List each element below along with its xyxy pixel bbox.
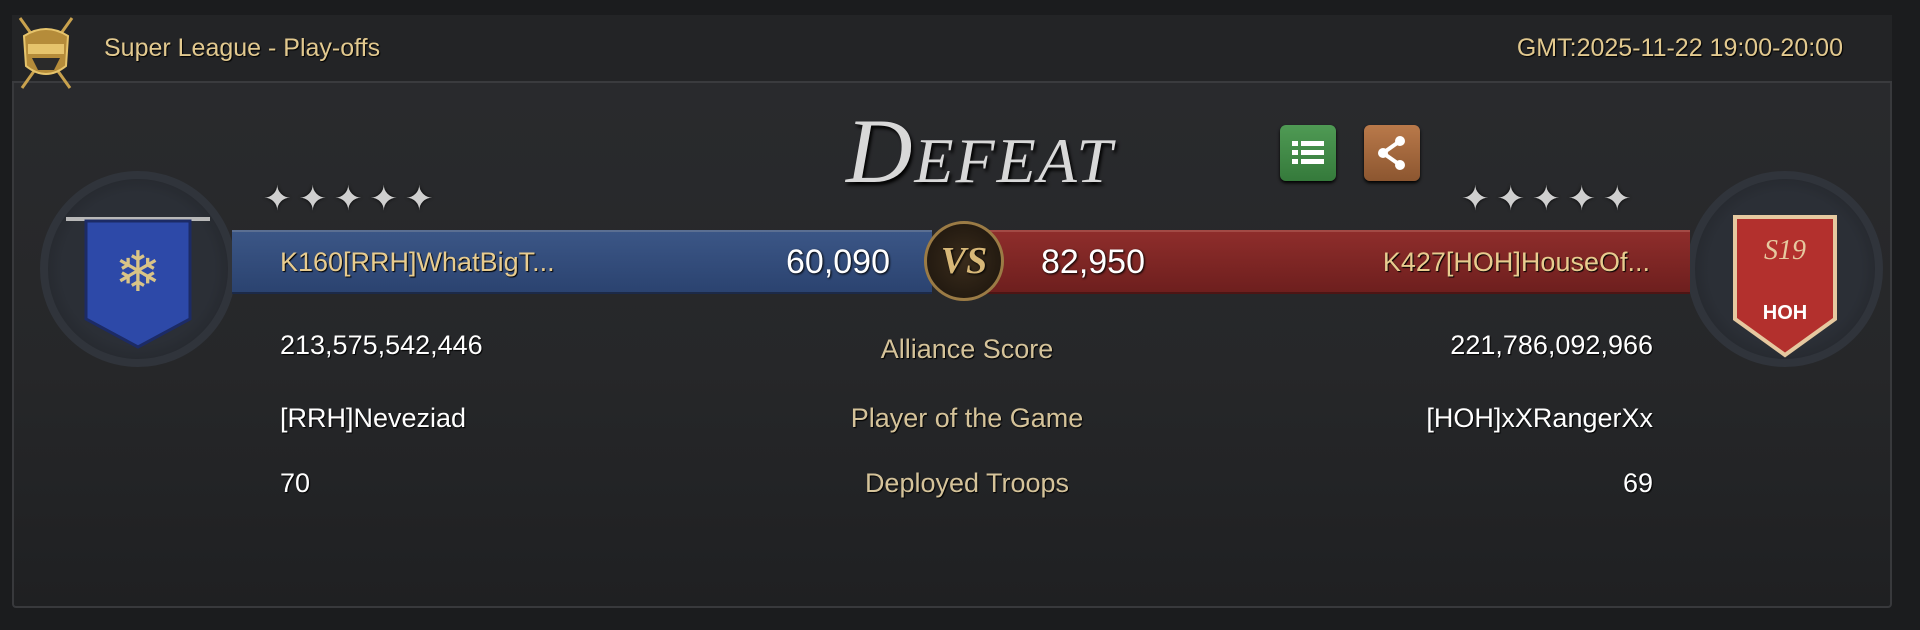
league-title: Super League - Play-offs — [104, 34, 381, 62]
vs-badge: VS — [924, 221, 1004, 301]
banner-tag: HOH — [1763, 302, 1807, 324]
star-icon: ✦ — [369, 180, 399, 218]
alliance-score-label: Alliance Score — [880, 334, 1054, 364]
share-icon — [1378, 136, 1405, 170]
match-time: GMT:2025-11-22 19:00-20:00 — [1516, 34, 1843, 62]
right-alliance-emblem: S19 HOH — [1687, 171, 1883, 367]
right-player-of-game: [HOH]xXRangerXx — [1426, 403, 1653, 433]
star-icon: ✦ — [1603, 180, 1632, 218]
result-title: Defeat — [845, 100, 1115, 202]
right-alliance-name[interactable]: K427[HOH]HouseOf... — [1382, 246, 1650, 277]
left-alliance-name[interactable]: K160[RRH]WhatBigT... — [280, 246, 555, 277]
star-icon: ✦ — [1496, 180, 1526, 218]
deployed-troops-label: Deployed Troops — [864, 468, 1070, 498]
left-alliance-score: 213,575,542,446 — [280, 330, 483, 360]
left-alliance-emblem: ❄ — [40, 171, 236, 367]
blue-banner-icon: ❄ — [66, 217, 210, 349]
header-bar — [12, 15, 1892, 83]
left-stars: ✦ ✦ ✦ ✦ ✦ — [263, 182, 434, 216]
left-player-of-game: [RRH]Neveziad — [280, 403, 467, 433]
super-league-logo-icon — [18, 17, 74, 89]
star-icon: ✦ — [405, 180, 434, 218]
list-icon — [1292, 141, 1324, 164]
right-alliance-score: 221,786,092,966 — [1450, 330, 1653, 360]
stats-list-button[interactable] — [1280, 125, 1336, 181]
left-deployed-troops: 70 — [280, 468, 311, 498]
star-icon: ✦ — [334, 180, 363, 218]
share-button[interactable] — [1364, 125, 1420, 181]
red-banner-icon: S19 HOH — [1733, 215, 1837, 358]
star-icon: ✦ — [1532, 180, 1561, 218]
star-icon: ✦ — [298, 180, 328, 218]
star-icon: ✦ — [1567, 180, 1597, 218]
left-alliance-bar: K160[RRH]WhatBigT... 60,090 — [232, 230, 932, 294]
svg-text:❄: ❄ — [115, 240, 162, 303]
star-icon: ✦ — [263, 180, 292, 218]
right-alliance-bar: 82,950 K427[HOH]HouseOf... — [982, 230, 1690, 294]
left-score: 60,090 — [786, 242, 890, 281]
right-stars: ✦ ✦ ✦ ✦ ✦ — [1461, 182, 1632, 216]
right-deployed-troops: 69 — [1622, 468, 1653, 498]
player-of-game-label: Player of the Game — [850, 403, 1084, 433]
right-score: 82,950 — [1041, 242, 1145, 281]
banner-season: S19 — [1764, 235, 1806, 266]
star-icon: ✦ — [1461, 180, 1490, 218]
match-result-panel — [12, 15, 1892, 608]
